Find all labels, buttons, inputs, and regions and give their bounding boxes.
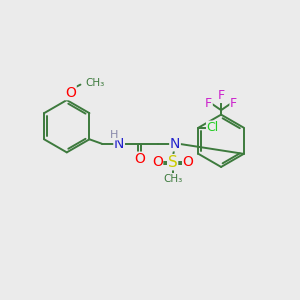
Text: O: O <box>152 155 163 169</box>
Text: N: N <box>170 137 180 151</box>
Text: F: F <box>230 97 237 110</box>
Text: CH₃: CH₃ <box>163 173 182 184</box>
Text: O: O <box>134 152 145 166</box>
Text: O: O <box>65 85 76 100</box>
Text: F: F <box>218 89 225 102</box>
Text: N: N <box>114 137 124 151</box>
Text: F: F <box>205 97 212 110</box>
Text: H: H <box>110 130 118 140</box>
Text: Cl: Cl <box>207 121 219 134</box>
Text: O: O <box>183 155 194 169</box>
Text: S: S <box>168 155 178 170</box>
Text: CH₃: CH₃ <box>85 77 104 88</box>
